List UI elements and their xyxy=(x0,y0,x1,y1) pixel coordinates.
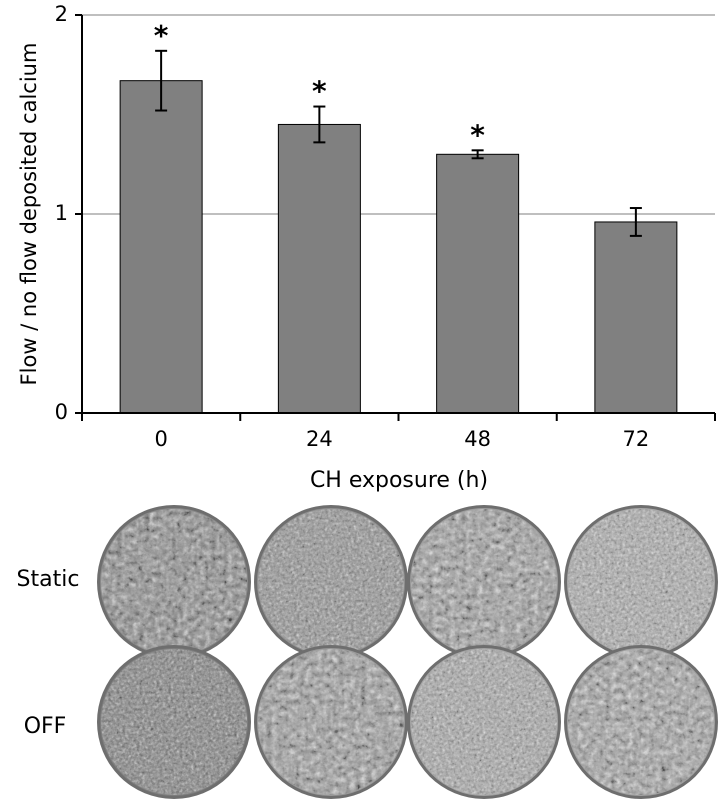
x-tick-label: 0 xyxy=(154,427,167,451)
error-bar xyxy=(629,207,642,237)
plate xyxy=(407,645,561,799)
plate-texture xyxy=(411,509,557,655)
plate xyxy=(97,505,251,659)
plate xyxy=(564,505,718,659)
plate xyxy=(407,505,561,659)
bar xyxy=(436,153,520,414)
error-bar xyxy=(155,49,168,112)
error-bar xyxy=(471,149,484,160)
x-axis-label: CH exposure (h) xyxy=(310,468,488,493)
plate xyxy=(97,645,251,799)
x-tick-label: 72 xyxy=(623,427,650,451)
plate-texture xyxy=(568,649,714,795)
plate xyxy=(254,505,408,659)
plate xyxy=(564,645,718,799)
y-tick-label: 2 xyxy=(55,2,68,26)
x-tick-label: 24 xyxy=(306,427,333,451)
plate-texture xyxy=(101,649,247,795)
error-bar xyxy=(313,105,326,144)
row-label: Static xyxy=(17,567,80,592)
bar xyxy=(277,123,361,414)
significance-label: * xyxy=(470,118,485,151)
y-tick-label: 1 xyxy=(55,201,68,225)
plate-texture xyxy=(101,509,247,655)
plates xyxy=(97,505,718,799)
bar xyxy=(594,221,678,414)
plate-texture xyxy=(568,509,714,655)
plate-texture xyxy=(411,649,557,795)
y-axis-label: Flow / no flow deposited calcium xyxy=(17,43,41,386)
plate-texture xyxy=(258,649,404,795)
plate-texture xyxy=(258,509,404,655)
significance-label: * xyxy=(154,19,169,52)
x-tick-label: 48 xyxy=(464,427,491,451)
significance-label: * xyxy=(312,75,327,108)
row-label: OFF xyxy=(24,714,67,739)
plate xyxy=(254,645,408,799)
y-tick-label: 0 xyxy=(55,400,68,424)
bar xyxy=(119,80,203,414)
